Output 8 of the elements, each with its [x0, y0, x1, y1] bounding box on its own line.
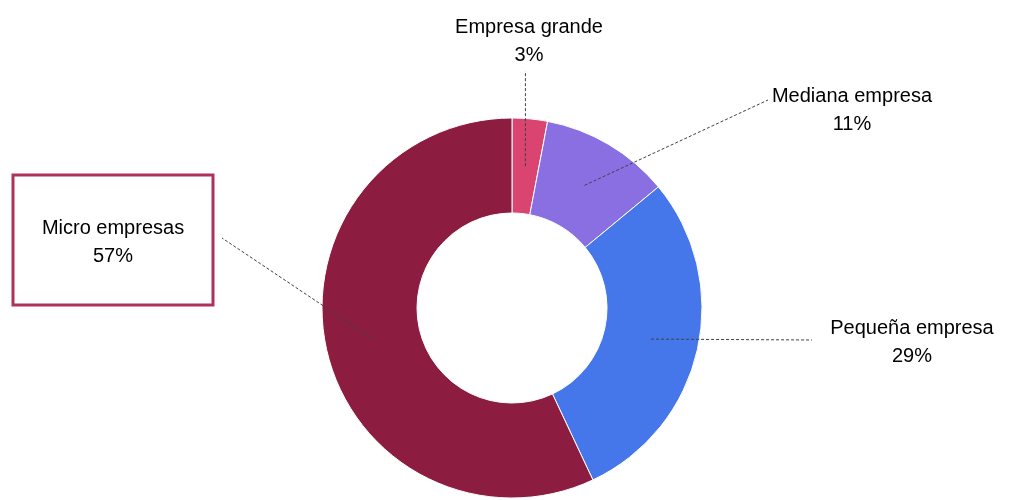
slice-label: Pequeña empresa — [830, 315, 995, 338]
data-label: 57% — [92, 243, 134, 266]
slice-label: Mediana empresa — [771, 83, 933, 106]
data-label: 11% — [832, 111, 872, 134]
data-label: 3% — [514, 42, 544, 65]
slice-label: Micro empresas — [41, 215, 185, 238]
slice-label: Empresa grande — [455, 14, 603, 37]
data-label: 29% — [891, 343, 933, 366]
